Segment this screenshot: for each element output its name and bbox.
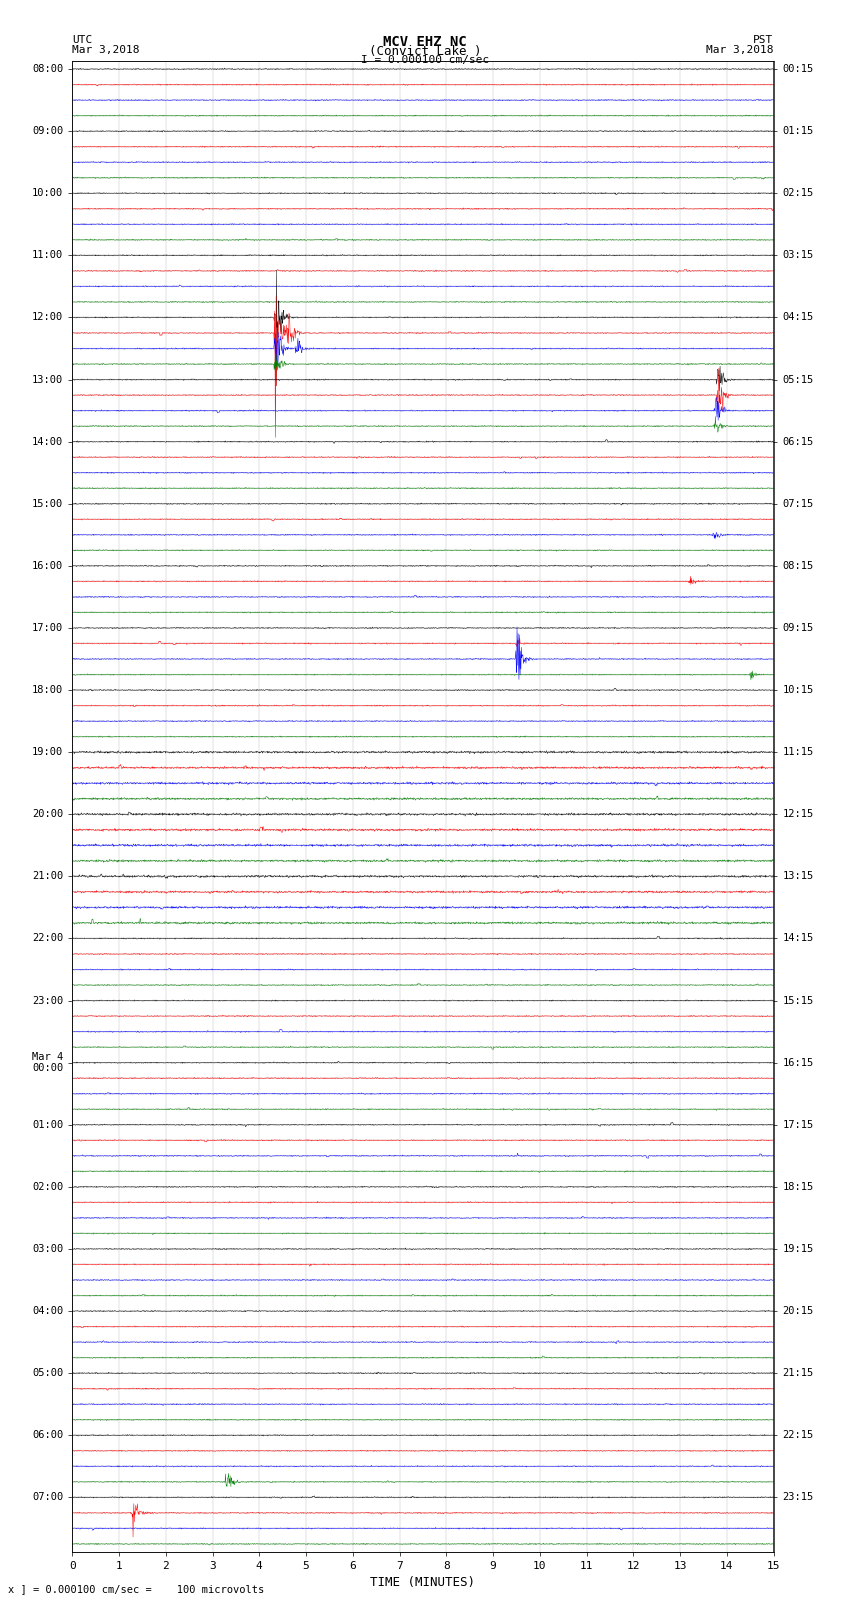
Text: I = 0.000100 cm/sec: I = 0.000100 cm/sec — [361, 55, 489, 65]
Text: MCV EHZ NC: MCV EHZ NC — [383, 35, 467, 50]
Text: (Convict Lake ): (Convict Lake ) — [369, 45, 481, 58]
Text: UTC: UTC — [72, 35, 93, 45]
Text: x ] = 0.000100 cm/sec =    100 microvolts: x ] = 0.000100 cm/sec = 100 microvolts — [8, 1584, 264, 1594]
Text: Mar 3,2018: Mar 3,2018 — [706, 45, 774, 55]
X-axis label: TIME (MINUTES): TIME (MINUTES) — [371, 1576, 475, 1589]
Text: Mar 3,2018: Mar 3,2018 — [72, 45, 139, 55]
Text: PST: PST — [753, 35, 774, 45]
